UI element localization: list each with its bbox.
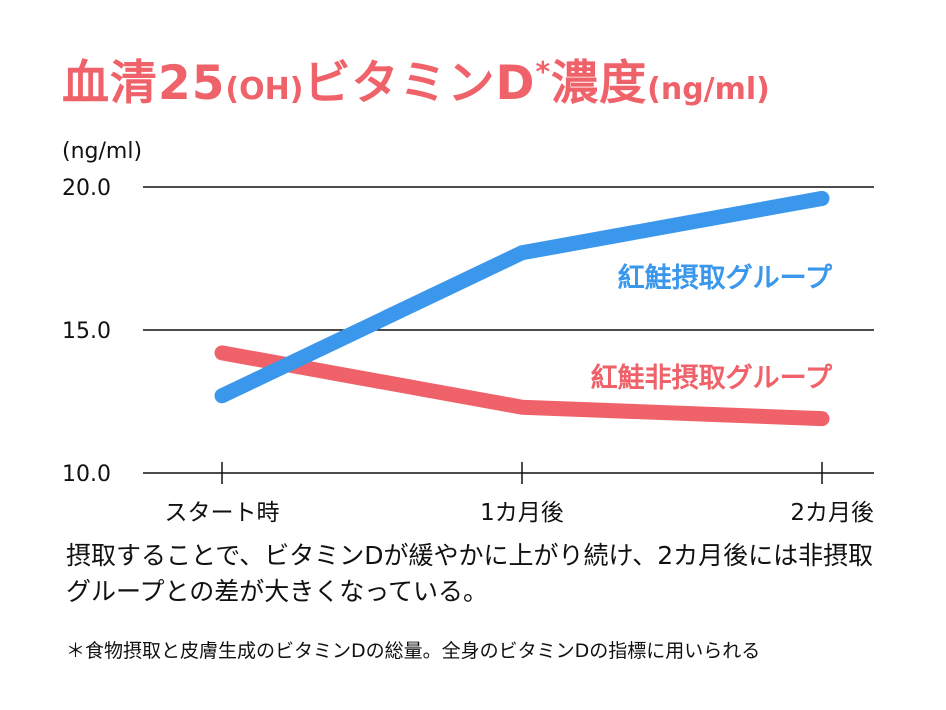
series-line <box>214 345 830 427</box>
title-star: * <box>535 55 552 88</box>
x-tick-label: 2カ月後 <box>790 500 874 526</box>
series-line <box>214 190 830 404</box>
series-label: 紅鮭非摂取グループ <box>591 362 833 394</box>
title-main: 血清25 <box>62 56 226 111</box>
x-tick-label: 1カ月後 <box>480 500 564 526</box>
footnote: ＊食物摂取と皮膚生成のビタミンDの総量。全身のビタミンDの指標に用いられる <box>66 640 761 662</box>
y-tick-label: 10.0 <box>62 462 111 487</box>
y-tick-label: 20.0 <box>62 176 111 201</box>
title-mid: ビタミンD <box>303 56 536 111</box>
series-label: 紅鮭摂取グループ <box>618 262 833 294</box>
x-tick-label: スタート時 <box>165 500 280 526</box>
chart-title: 血清25(OH)ビタミンD*濃度(ng/ml) <box>62 44 770 113</box>
y-axis-unit-label: (ng/ml) <box>62 139 142 164</box>
title-unit: (ng/ml) <box>647 72 770 107</box>
y-tick-label: 15.0 <box>62 319 111 344</box>
line-chart: (ng/ml) 10.0 15.0 20.0 スタート時 1カ月後 2カ月後 紅鮭摂取グループ… <box>62 139 874 526</box>
title-end: 濃度 <box>551 56 648 111</box>
chart-caption: 摂取することで、ビタミンDが緩やかに上がり続け、2カ月後には非摂取グループとの差… <box>66 541 874 606</box>
title-oh: (OH) <box>225 72 304 107</box>
